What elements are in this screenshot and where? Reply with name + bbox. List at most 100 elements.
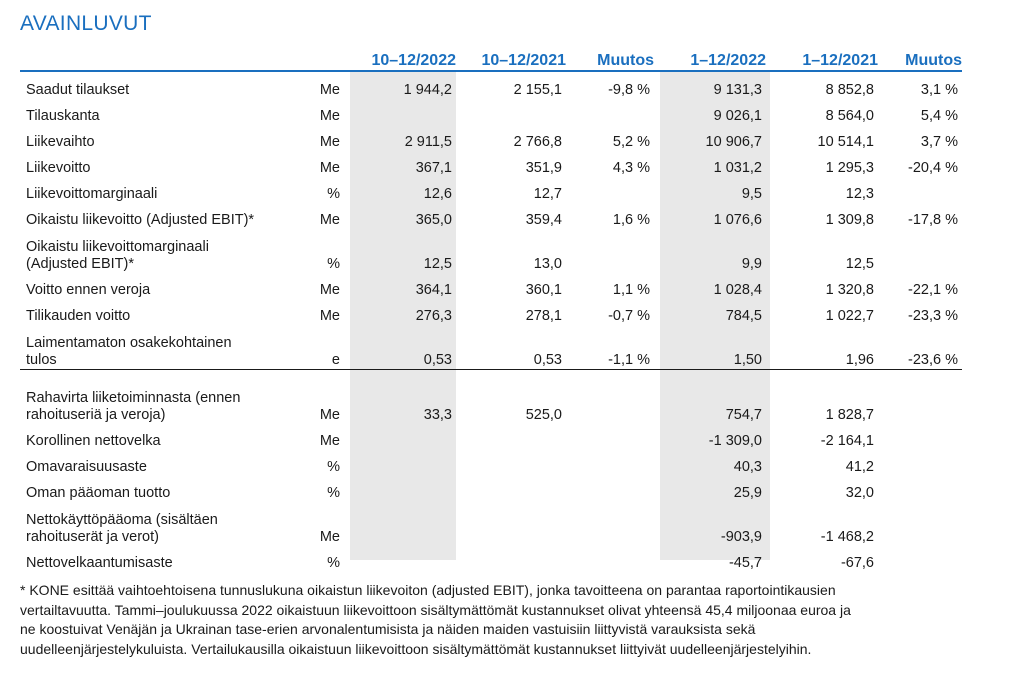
table-cell: 1,1 % [612, 282, 650, 298]
row-unit: Me [319, 529, 340, 545]
table-cell: 276,3 [415, 308, 452, 324]
table-cell [456, 424, 566, 450]
table-cell: 12,5 [423, 256, 452, 272]
table-row: Oikaistu liikevoittomarginaali (Adjusted … [20, 229, 962, 273]
table-row: Liikevoitto Me 367,1 351,9 4,3 % 1 031,2… [20, 151, 962, 177]
table-cell [348, 502, 456, 546]
header-unit-spacer [300, 46, 348, 72]
table-row: Saadut tilaukset Me 1 944,2 2 155,1 -9,8… [20, 71, 962, 99]
row-label: Nettokäyttöpääoma (sisältäen rahoituserät… [20, 502, 300, 546]
table-cell [348, 546, 456, 572]
table-cell: -23,3 % [908, 308, 958, 324]
table-row: Liikevaihto Me 2 911,5 2 766,8 5,2 % 10 … [20, 125, 962, 151]
table-cell [348, 99, 456, 125]
column-header: Muutos [878, 46, 962, 72]
table-cell: 10 514,1 [817, 134, 874, 150]
table-cell: 2 911,5 [404, 134, 452, 150]
table-cell: 41,2 [845, 459, 874, 475]
row-unit: % [327, 459, 340, 475]
table-cell [566, 450, 654, 476]
row-unit: Me [319, 108, 340, 124]
table-cell: 4,3 % [612, 160, 650, 176]
table-cell: 13,0 [533, 256, 562, 272]
table-cell: -9,8 % [608, 82, 650, 98]
table-cell: 8 564,0 [825, 108, 874, 124]
row-label-line: Rahavirta liiketoiminnasta (ennen [26, 390, 241, 406]
row-unit: e [300, 325, 348, 370]
table-cell: 525,0 [525, 407, 562, 423]
table-cell: 278,1 [525, 308, 562, 324]
header-label-spacer [20, 46, 300, 72]
table-cell: 25,9 [733, 485, 762, 501]
table-cell: 8 852,8 [825, 82, 874, 98]
row-unit: % [327, 256, 340, 272]
table-cell [878, 229, 962, 273]
table-cell: 33,3 [423, 407, 452, 423]
row-label: Voitto ennen veroja [26, 282, 151, 298]
row-label: Tilikauden voitto [26, 308, 131, 324]
table-cell: 0,53 [456, 325, 566, 370]
table-row: Rahavirta liiketoiminnasta (ennen rahoitu… [20, 380, 962, 424]
column-header: 10–12/2022 [348, 46, 456, 72]
table-cell: 360,1 [525, 282, 562, 298]
table-cell: 1 295,3 [825, 160, 874, 176]
row-unit: % [327, 186, 340, 202]
key-figures-table: 10–12/2022 10–12/2021 Muutos 1–12/2022 1… [20, 46, 962, 572]
table-cell [566, 424, 654, 450]
table-cell: 359,4 [525, 212, 562, 228]
row-label: Laimentamaton osakekohtainen tulos [20, 325, 300, 370]
column-shade-q4-2022 [350, 71, 456, 560]
row-unit: % [327, 555, 340, 571]
table-cell: 12,6 [423, 186, 452, 202]
row-label: Oikaistu liikevoitto (Adjusted EBIT)* [26, 212, 255, 228]
table-cell: 1 031,2 [713, 160, 762, 176]
row-label-line: (Adjusted EBIT)* [26, 256, 134, 272]
table-cell: 1 076,6 [713, 212, 762, 228]
table-row: Tilikauden voitto Me 276,3 278,1 -0,7 % … [20, 299, 962, 325]
table-cell: 364,1 [415, 282, 452, 298]
table-cell [878, 450, 962, 476]
footnote-line: vertailtavuutta. Tammi–joulukuussa 2022 … [20, 601, 851, 618]
section-gap [20, 370, 962, 381]
table-cell [566, 229, 654, 273]
table-cell: -17,8 % [908, 212, 958, 228]
table-cell: 1 828,7 [825, 407, 874, 423]
table-cell [878, 546, 962, 572]
table-cell: 3,7 % [920, 134, 958, 150]
table-cell: 2 766,8 [513, 134, 562, 150]
table-cell [456, 476, 566, 502]
row-unit: Me [319, 308, 340, 324]
table-cell: 3,1 % [920, 82, 958, 98]
row-label-line: rahoituserät ja verot) [26, 529, 159, 545]
column-shade-fy-2022 [660, 71, 770, 560]
table-cell [566, 502, 654, 546]
table-cell: 367,1 [415, 160, 452, 176]
table-cell: 784,5 [725, 308, 762, 324]
table-row: Omavaraisuusaste % 40,3 41,2 [20, 450, 962, 476]
table-cell: 40,3 [733, 459, 762, 475]
table-cell: 10 906,7 [705, 134, 762, 150]
table-cell: -1 309,0 [708, 433, 762, 449]
table-cell: -22,1 % [908, 282, 958, 298]
table-cell: 2 155,1 [513, 82, 562, 98]
column-header: 1–12/2022 [654, 46, 766, 72]
table-cell: -20,4 % [908, 160, 958, 176]
table-row: Nettovelkaantumisaste % -45,7 -67,6 [20, 546, 962, 572]
table-cell: 1,50 [654, 325, 766, 370]
table-cell: 1,96 [766, 325, 878, 370]
row-label: Oikaistu liikevoittomarginaali (Adjusted … [20, 229, 300, 273]
table-cell: -903,9 [720, 529, 762, 545]
table-row: Voitto ennen veroja Me 364,1 360,1 1,1 %… [20, 273, 962, 299]
table-cell: 12,7 [533, 186, 562, 202]
row-unit: Me [319, 433, 340, 449]
table-cell: -1,1 % [566, 325, 654, 370]
footnote-line: * KONE esittää vaihtoehtoisena tunnusluk… [20, 582, 836, 598]
row-label: Tilauskanta [26, 108, 100, 124]
row-label: Oman pääoman tuotto [26, 485, 171, 501]
table-cell [566, 546, 654, 572]
table-cell [878, 380, 962, 424]
table-cell [456, 546, 566, 572]
table-cell: -2 164,1 [820, 433, 874, 449]
table-cell [348, 476, 456, 502]
table-cell: 351,9 [525, 160, 562, 176]
